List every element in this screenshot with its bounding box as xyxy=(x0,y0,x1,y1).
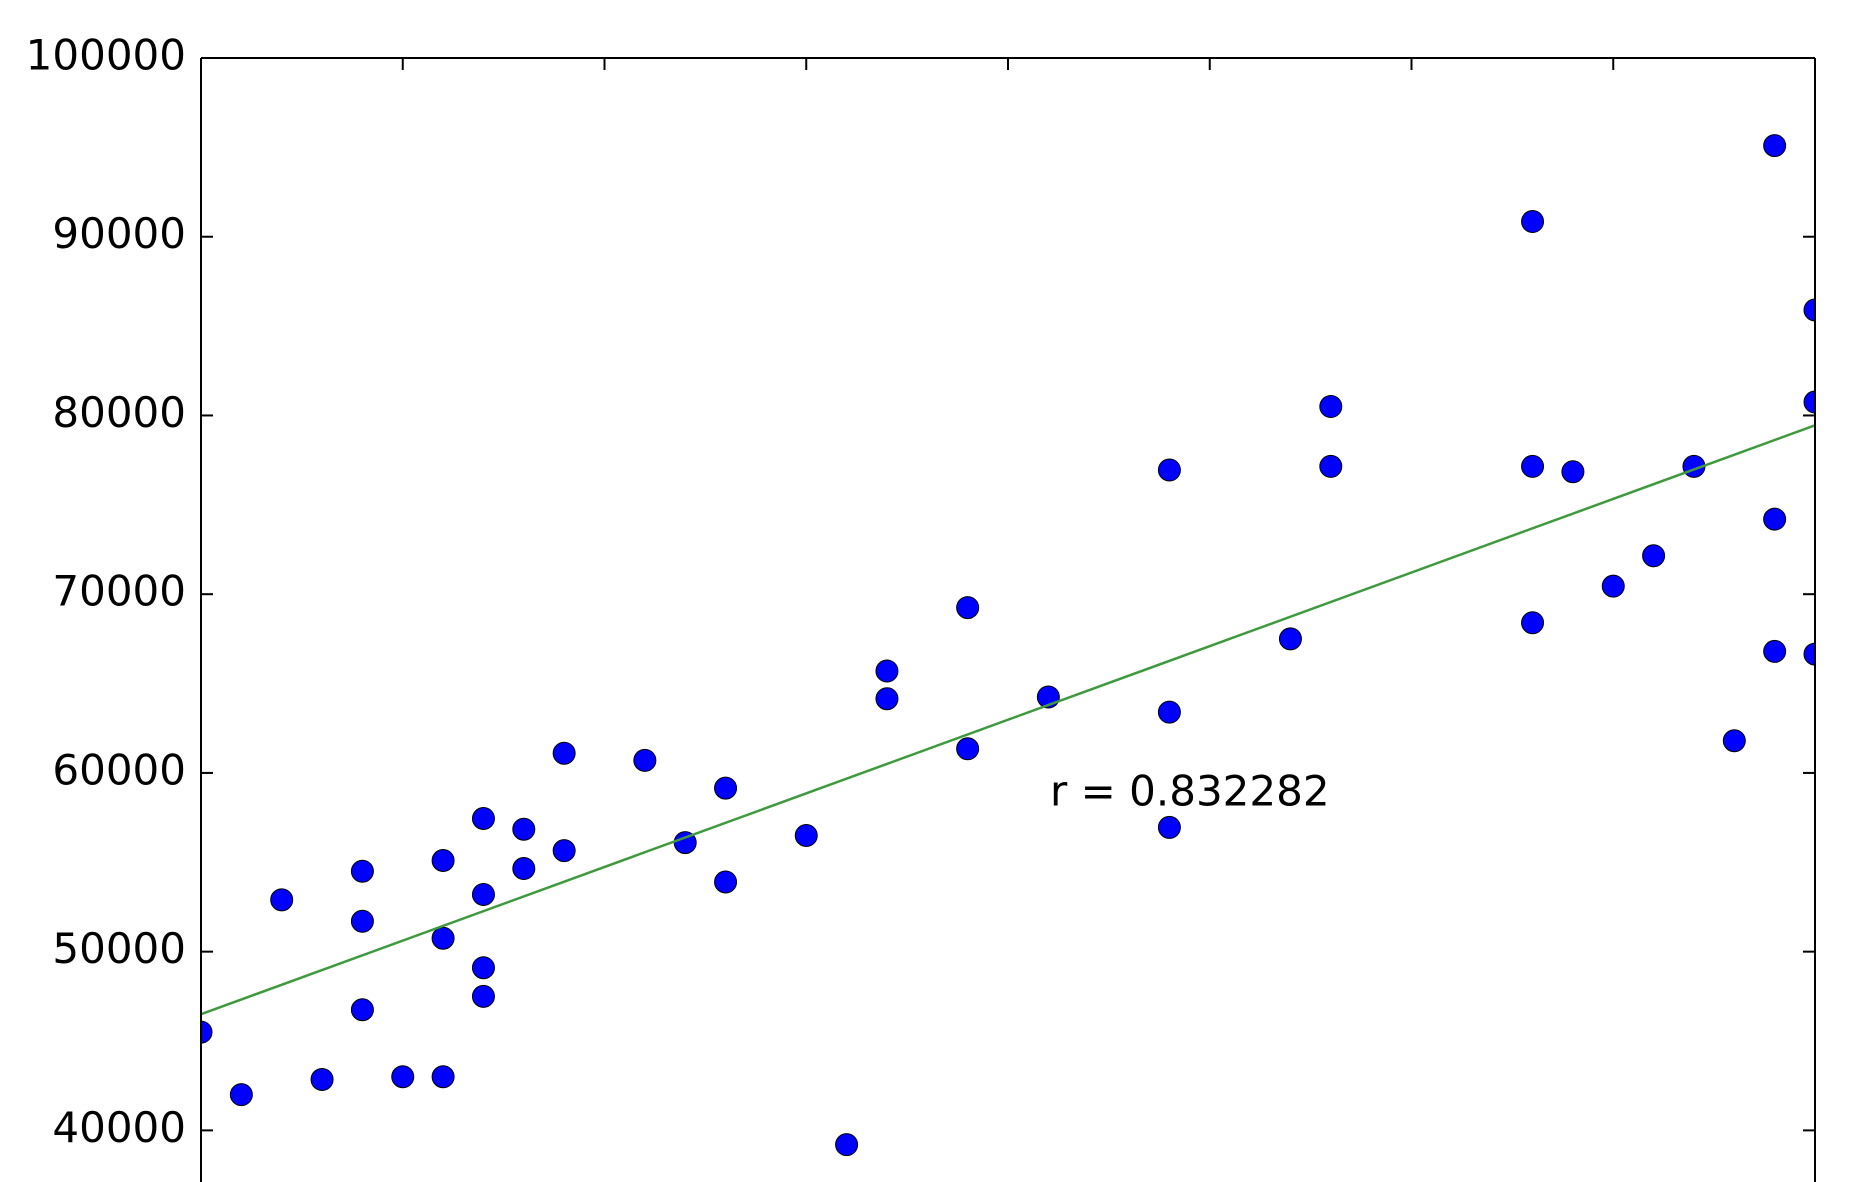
y-tick-label: 50000 xyxy=(52,924,186,973)
data-point xyxy=(431,848,455,872)
data-point xyxy=(552,839,576,863)
data-point xyxy=(512,857,536,881)
data-point xyxy=(1319,395,1343,419)
data-point xyxy=(1157,815,1181,839)
data-point xyxy=(956,737,980,761)
data-point xyxy=(471,806,495,830)
data-point xyxy=(875,687,899,711)
y-tick-label: 70000 xyxy=(52,567,186,616)
fit-line xyxy=(201,424,1815,1016)
data-point xyxy=(1722,729,1746,753)
data-point xyxy=(1803,642,1815,666)
data-point xyxy=(1642,544,1666,568)
data-point xyxy=(794,823,818,847)
data-point xyxy=(350,859,374,883)
data-point xyxy=(714,870,738,894)
data-point xyxy=(471,984,495,1008)
y-tick-label: 80000 xyxy=(52,388,186,437)
data-point xyxy=(835,1133,859,1157)
data-point xyxy=(310,1067,334,1091)
data-point xyxy=(350,909,374,933)
data-point xyxy=(633,748,657,772)
y-tick-label: 60000 xyxy=(52,745,186,794)
data-point xyxy=(270,888,294,912)
data-point xyxy=(1521,210,1545,234)
data-point xyxy=(431,926,455,950)
data-point xyxy=(875,659,899,683)
data-point xyxy=(431,1065,455,1089)
annotation: r = 0.832282 xyxy=(1050,767,1330,816)
data-point xyxy=(350,998,374,1022)
data-point xyxy=(1561,460,1585,484)
data-point xyxy=(1601,574,1625,598)
axes xyxy=(200,57,1816,1182)
y-tick-label: 90000 xyxy=(52,209,186,258)
data-point xyxy=(512,817,536,841)
data-point xyxy=(714,776,738,800)
data-point xyxy=(1157,700,1181,724)
data-point xyxy=(229,1083,253,1107)
data-point xyxy=(552,741,576,765)
data-point xyxy=(471,956,495,980)
data-point xyxy=(1763,507,1787,531)
data-point xyxy=(471,882,495,906)
data-point xyxy=(391,1065,415,1089)
y-tick-label: 40000 xyxy=(52,1103,186,1152)
data-point xyxy=(1278,627,1302,651)
y-tick-label: 100000 xyxy=(26,31,186,80)
data-point xyxy=(1763,134,1787,158)
data-point xyxy=(956,596,980,620)
data-point xyxy=(1521,454,1545,478)
data-point xyxy=(201,1020,213,1044)
plot-area xyxy=(201,134,1815,1157)
data-point xyxy=(1803,390,1815,414)
data-point xyxy=(1521,611,1545,635)
data-point xyxy=(1803,298,1815,322)
data-point xyxy=(1319,454,1343,478)
data-point xyxy=(1157,458,1181,482)
data-point xyxy=(1763,639,1787,663)
